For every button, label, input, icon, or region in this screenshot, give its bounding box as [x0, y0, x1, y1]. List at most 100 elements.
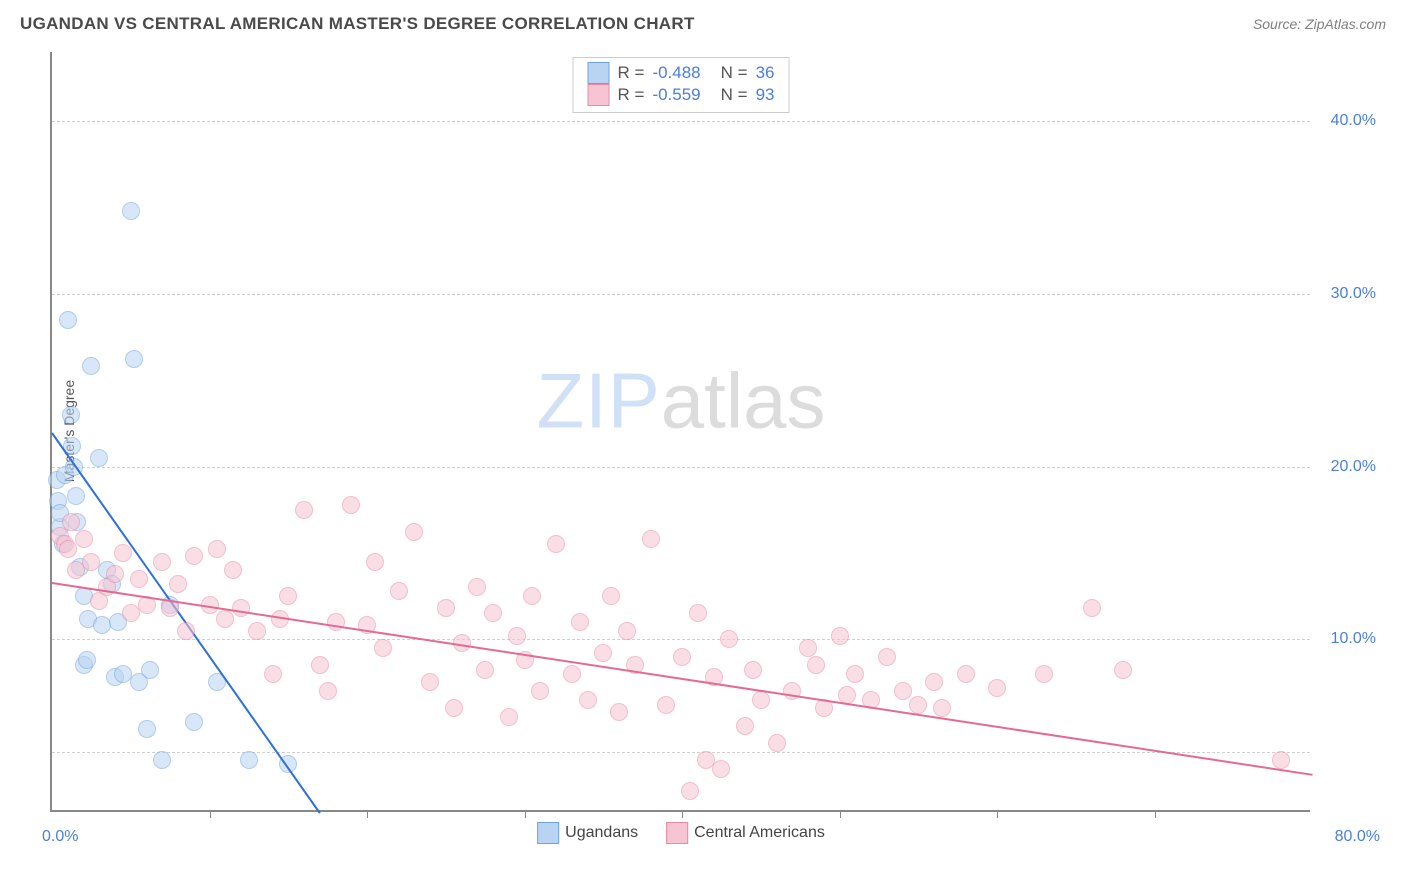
x-tick	[682, 810, 683, 818]
plot-area: ZIPatlas Master's Degree R = -0.488N = 3…	[50, 52, 1310, 812]
data-point	[673, 648, 691, 666]
gridline	[52, 294, 1310, 295]
data-point	[1272, 751, 1290, 769]
data-point	[531, 682, 549, 700]
data-point	[342, 496, 360, 514]
data-point	[752, 691, 770, 709]
legend-row: R = -0.559N = 93	[588, 84, 775, 106]
legend-swatch	[666, 822, 688, 844]
data-point	[240, 751, 258, 769]
data-point	[62, 513, 80, 531]
y-tick-label: 30.0%	[1331, 285, 1376, 303]
data-point	[224, 561, 242, 579]
data-point	[185, 547, 203, 565]
data-point	[925, 673, 943, 691]
plot-wrapper: ZIPatlas Master's Degree R = -0.488N = 3…	[50, 52, 1390, 842]
data-point	[1114, 661, 1132, 679]
data-point	[838, 686, 856, 704]
data-point	[138, 720, 156, 738]
chart-title: UGANDAN VS CENTRAL AMERICAN MASTER'S DEG…	[20, 14, 695, 34]
data-point	[500, 708, 518, 726]
data-point	[846, 665, 864, 683]
data-point	[366, 553, 384, 571]
data-point	[122, 202, 140, 220]
data-point	[153, 553, 171, 571]
data-point	[720, 630, 738, 648]
data-point	[125, 350, 143, 368]
data-point	[437, 599, 455, 617]
data-point	[311, 656, 329, 674]
data-point	[82, 553, 100, 571]
y-tick-label: 20.0%	[1331, 458, 1376, 476]
data-point	[610, 703, 628, 721]
x-tick	[840, 810, 841, 818]
legend-swatch	[588, 84, 610, 106]
data-point	[106, 565, 124, 583]
data-point	[523, 587, 541, 605]
data-point	[185, 713, 203, 731]
x-tick	[367, 810, 368, 818]
chart-header: UGANDAN VS CENTRAL AMERICAN MASTER'S DEG…	[0, 0, 1406, 40]
data-point	[374, 639, 392, 657]
legend-series: UgandansCentral Americans	[537, 822, 825, 844]
data-point	[712, 760, 730, 778]
data-point	[208, 540, 226, 558]
data-point	[59, 311, 77, 329]
data-point	[689, 604, 707, 622]
data-point	[445, 699, 463, 717]
data-point	[602, 587, 620, 605]
data-point	[248, 622, 266, 640]
data-point	[62, 406, 80, 424]
x-axis-max-label: 80.0%	[1335, 828, 1380, 846]
data-point	[933, 699, 951, 717]
data-point	[90, 449, 108, 467]
legend-swatch	[537, 822, 559, 844]
data-point	[957, 665, 975, 683]
data-point	[484, 604, 502, 622]
legend-swatch	[588, 62, 610, 84]
data-point	[547, 535, 565, 553]
data-point	[807, 656, 825, 674]
data-point	[169, 575, 187, 593]
data-point	[878, 648, 896, 666]
data-point	[988, 679, 1006, 697]
data-point	[681, 782, 699, 800]
x-tick	[997, 810, 998, 818]
data-point	[130, 570, 148, 588]
data-point	[82, 357, 100, 375]
data-point	[327, 613, 345, 631]
data-point	[657, 696, 675, 714]
data-point	[768, 734, 786, 752]
data-point	[153, 751, 171, 769]
data-point	[319, 682, 337, 700]
data-point	[75, 530, 93, 548]
gridline	[52, 121, 1310, 122]
data-point	[799, 639, 817, 657]
data-point	[232, 599, 250, 617]
data-point	[1035, 665, 1053, 683]
y-tick-label: 10.0%	[1331, 630, 1376, 648]
data-point	[59, 540, 77, 558]
data-point	[594, 644, 612, 662]
data-point	[405, 523, 423, 541]
data-point	[579, 691, 597, 709]
watermark: ZIPatlas	[536, 355, 825, 446]
data-point	[642, 530, 660, 548]
data-point	[508, 627, 526, 645]
data-point	[1083, 599, 1101, 617]
data-point	[909, 696, 927, 714]
legend-correlation: R = -0.488N = 36R = -0.559N = 93	[573, 57, 790, 113]
data-point	[736, 717, 754, 735]
data-point	[894, 682, 912, 700]
data-point	[264, 665, 282, 683]
x-tick	[1155, 810, 1156, 818]
x-axis-min-label: 0.0%	[42, 828, 78, 846]
data-point	[571, 613, 589, 631]
x-tick	[210, 810, 211, 818]
gridline	[52, 752, 1310, 753]
data-point	[618, 622, 636, 640]
data-point	[216, 610, 234, 628]
chart-source: Source: ZipAtlas.com	[1253, 16, 1386, 32]
data-point	[563, 665, 581, 683]
data-point	[67, 487, 85, 505]
